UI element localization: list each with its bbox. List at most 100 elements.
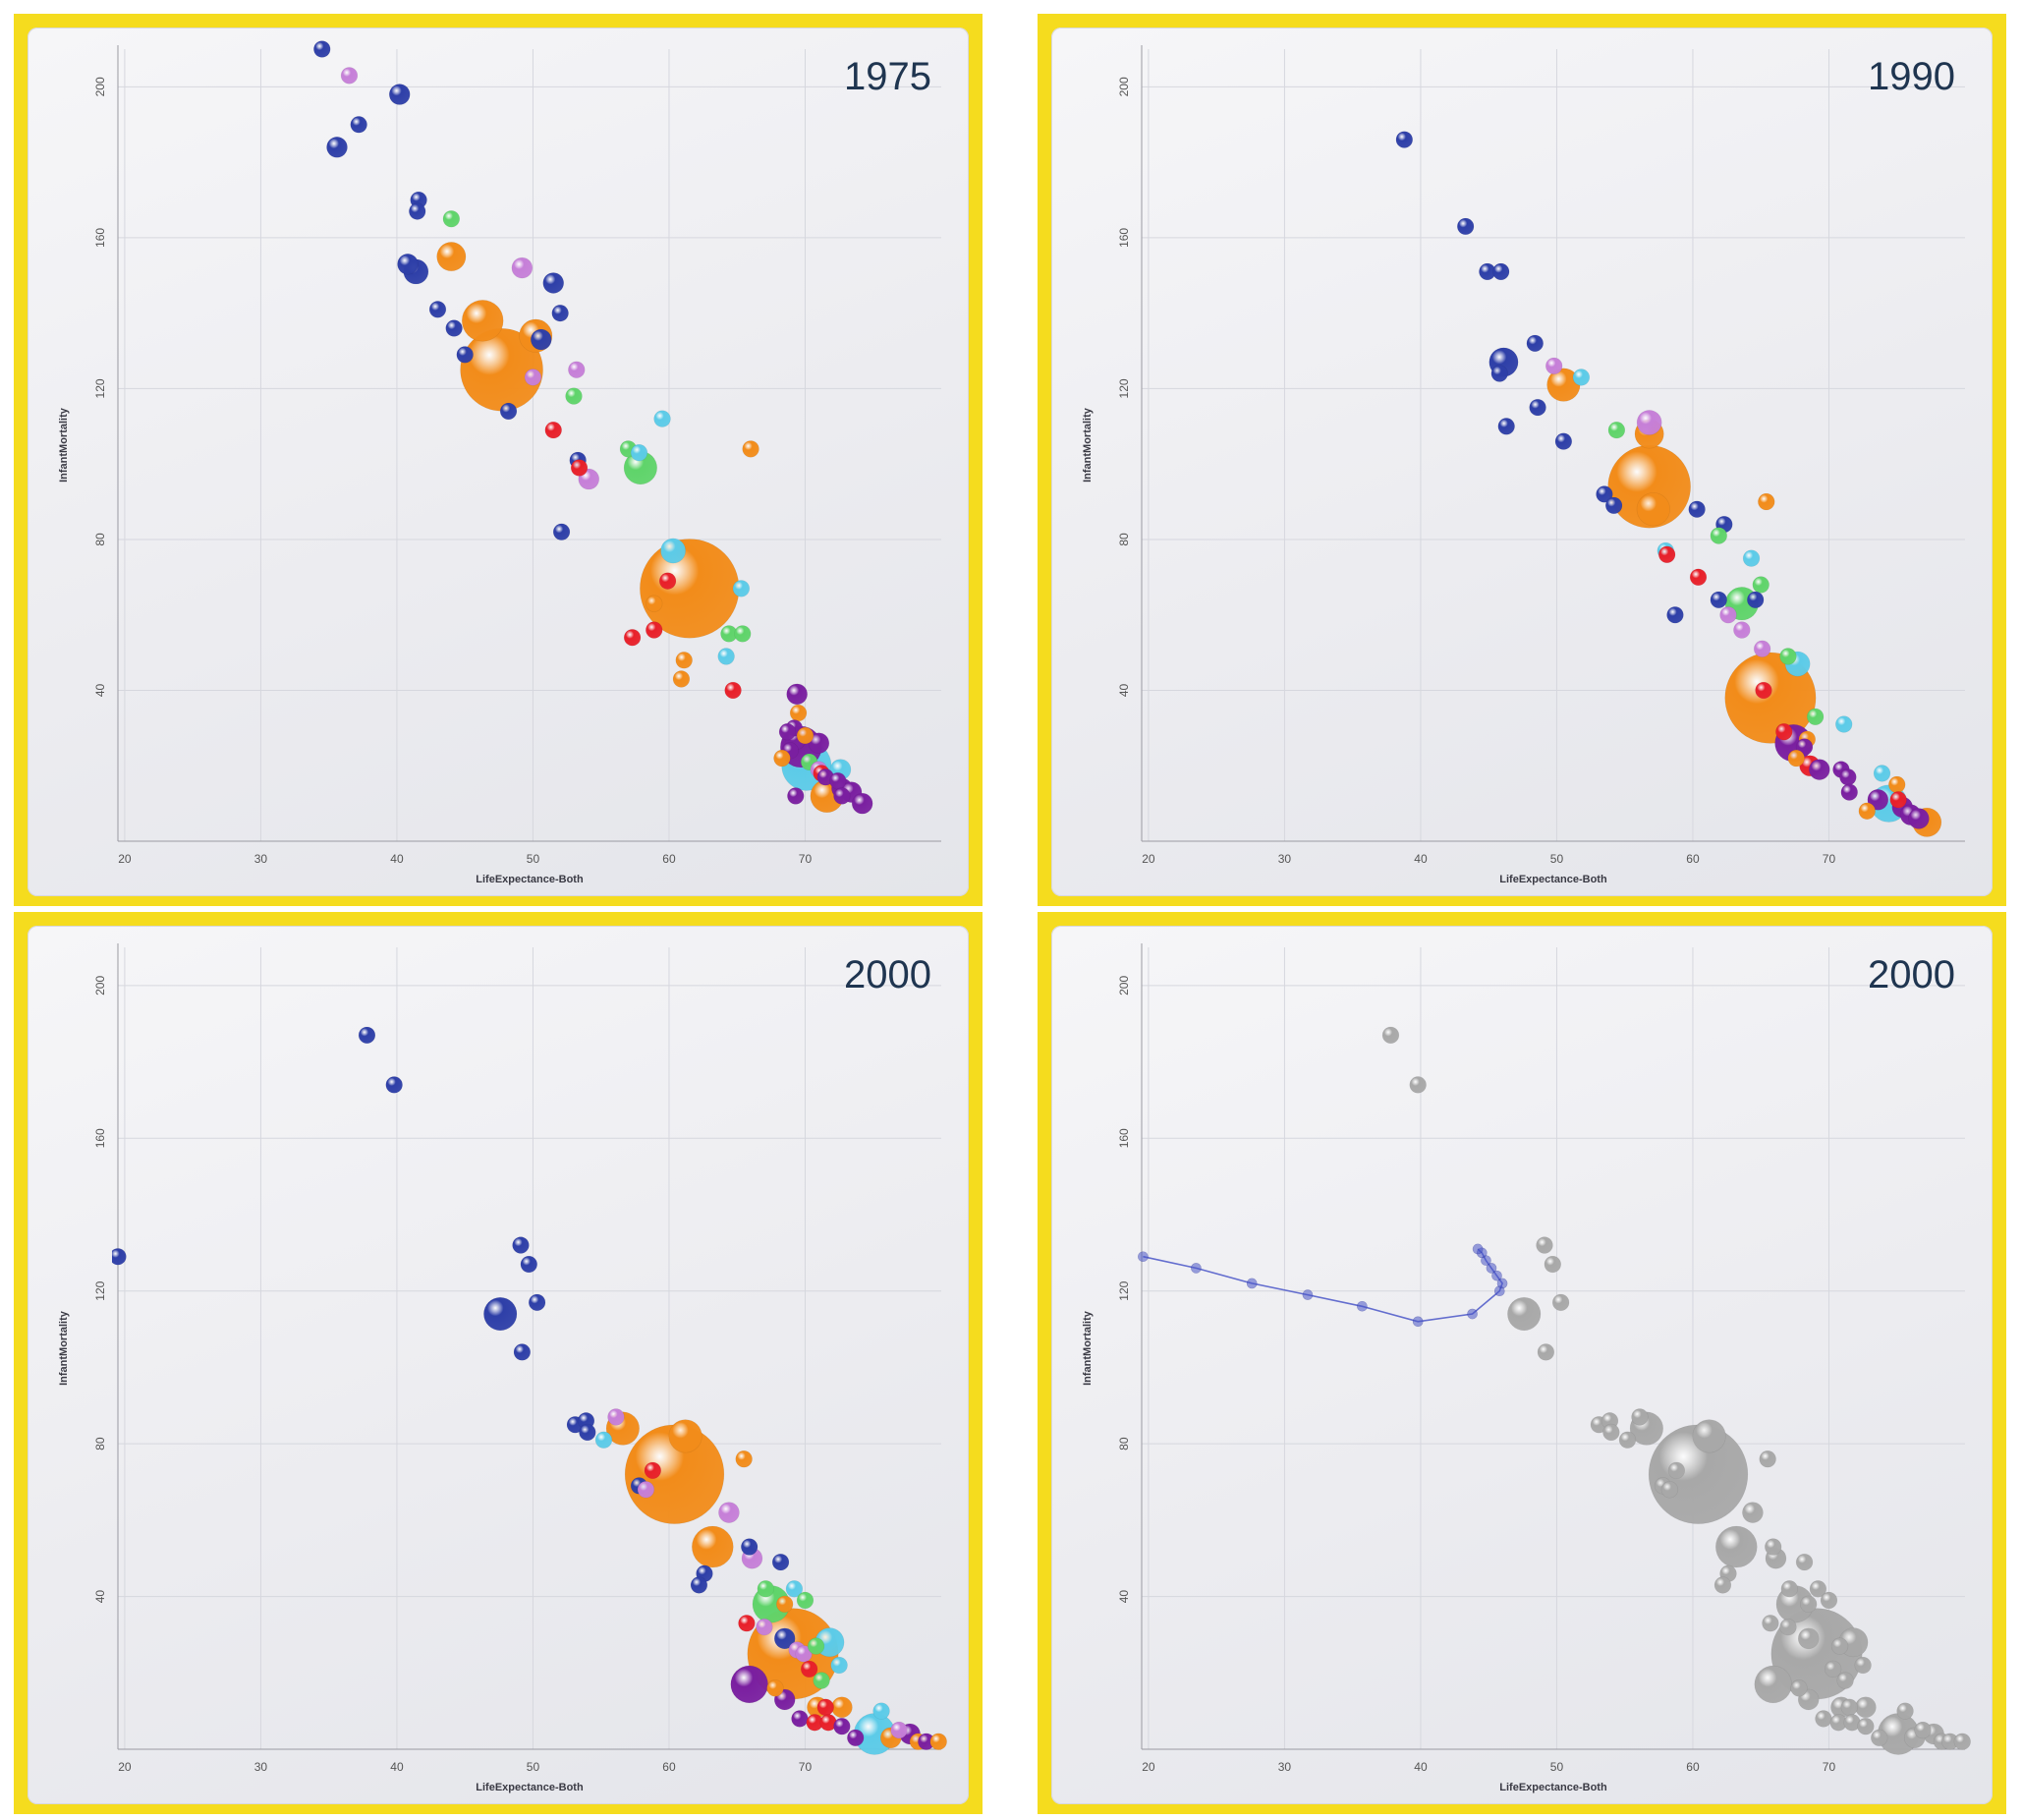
data-point <box>461 300 504 342</box>
x-tick-label: 40 <box>1414 852 1428 866</box>
data-point <box>1688 500 1706 518</box>
y-tick-label: 80 <box>1117 533 1131 546</box>
x-tick-label: 20 <box>118 852 132 866</box>
data-point <box>397 253 419 275</box>
data-point <box>528 1293 546 1312</box>
y-tick-label: 160 <box>93 1128 107 1148</box>
data-point <box>1790 1679 1808 1697</box>
data-point <box>1759 1450 1776 1468</box>
data-point <box>1840 1698 1858 1716</box>
trail-point <box>1191 1263 1202 1274</box>
data-point <box>1572 369 1591 386</box>
data-point <box>1636 492 1670 527</box>
data-point <box>718 1502 740 1523</box>
data-point <box>1536 1236 1553 1254</box>
data-point <box>542 272 565 294</box>
chart-panel-1975: 20 30 40 50 60 70 40 80 120 160 200 LifeExpectance-… <box>28 28 969 896</box>
data-point <box>1752 576 1769 594</box>
data-point <box>1537 1343 1555 1361</box>
data-point <box>499 402 518 421</box>
data-point <box>756 1618 773 1636</box>
data-point <box>730 1665 768 1704</box>
trail-point <box>1412 1316 1424 1328</box>
data-point <box>530 328 552 351</box>
data-point <box>326 136 348 158</box>
points-layer <box>112 1026 947 1755</box>
data-point <box>1858 802 1876 820</box>
data-point <box>1456 217 1475 236</box>
data-point <box>1596 485 1613 503</box>
trail-line <box>1143 1248 1503 1323</box>
y-axis-label: InfantMortality <box>1082 407 1094 483</box>
data-point <box>428 301 447 318</box>
data-point <box>1497 418 1515 435</box>
x-tick-label: 70 <box>799 1760 813 1774</box>
x-tick-label: 70 <box>1823 1760 1836 1774</box>
data-point <box>1764 1538 1782 1556</box>
data-point <box>1660 1481 1679 1499</box>
data-point <box>358 1026 376 1045</box>
data-point <box>1854 1656 1872 1675</box>
data-point <box>644 1461 662 1480</box>
data-point <box>740 1538 758 1556</box>
data-point <box>551 304 569 322</box>
trail-point <box>1138 1251 1149 1263</box>
data-point <box>1787 749 1805 768</box>
data-point <box>890 1721 908 1739</box>
panel-year-label: 1975 <box>844 55 931 98</box>
x-tick-label: 60 <box>1686 852 1700 866</box>
data-point <box>1544 1255 1562 1274</box>
data-point <box>732 580 751 597</box>
data-point <box>630 443 648 462</box>
data-point <box>1551 1293 1570 1312</box>
data-point <box>340 67 359 85</box>
y-axis-label: InfantMortality <box>58 407 70 483</box>
data-point <box>724 681 742 700</box>
data-point <box>646 621 663 639</box>
x-tick-label: 50 <box>1550 1760 1564 1774</box>
data-point <box>1554 432 1573 450</box>
data-point <box>520 1255 538 1274</box>
data-point <box>1795 1553 1814 1571</box>
data-point <box>1742 1502 1764 1523</box>
data-point <box>1775 722 1793 741</box>
points-layer <box>1395 131 1942 837</box>
data-point <box>1667 1461 1686 1480</box>
data-point <box>660 538 687 564</box>
data-point <box>1867 788 1889 811</box>
y-tick-label: 120 <box>1117 1280 1131 1300</box>
data-point <box>1808 759 1830 780</box>
x-tick-label: 50 <box>527 852 540 866</box>
panel-year-label: 2000 <box>844 953 931 996</box>
y-tick-label: 120 <box>93 1280 107 1300</box>
points-layer <box>313 40 873 815</box>
data-point <box>524 369 542 386</box>
data-point <box>313 40 331 58</box>
data-point <box>830 1656 848 1675</box>
y-axis-label: InfantMortality <box>58 1310 70 1386</box>
data-point <box>717 648 735 665</box>
data-point <box>1830 1637 1849 1655</box>
y-tick-label: 200 <box>93 976 107 995</box>
data-point <box>1779 1618 1797 1636</box>
data-point <box>795 1645 813 1663</box>
data-point <box>796 1591 814 1610</box>
data-point <box>1800 1595 1818 1614</box>
y-tick-label: 80 <box>93 533 107 546</box>
data-point <box>1713 1576 1732 1594</box>
data-point <box>623 629 642 647</box>
data-point <box>691 1525 734 1568</box>
data-point <box>511 256 534 279</box>
data-point <box>568 361 586 378</box>
x-tick-label: 70 <box>1823 852 1836 866</box>
data-point <box>734 625 752 643</box>
data-point <box>786 683 808 706</box>
x-tick-label: 30 <box>254 852 268 866</box>
data-point <box>1753 640 1771 657</box>
data-point <box>1840 783 1858 801</box>
data-point <box>771 1553 790 1571</box>
data-point <box>1636 410 1662 435</box>
y-tick-label: 200 <box>1117 77 1131 96</box>
data-point <box>872 1702 890 1720</box>
data-point <box>658 572 677 590</box>
